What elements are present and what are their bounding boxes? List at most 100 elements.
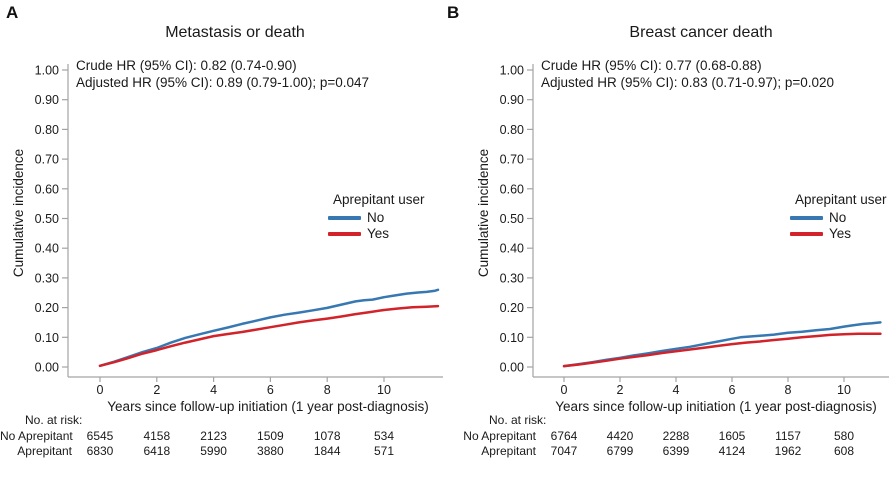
legend: Aprepitant user No Yes [790,192,887,241]
y-tick-label: 0.20 [500,301,524,315]
y-tick-label: 0.50 [500,212,524,226]
x-tick-label: 2 [617,383,624,397]
curve-yes [562,332,882,368]
crude-hr-text: Crude HR (95% CI): 0.77 (0.68-0.88) [541,58,762,73]
risk-count: 1844 [313,444,341,458]
y-tick-label: 0.00 [35,361,59,375]
legend: Aprepitant user No Yes [328,192,425,241]
risk-count: 4158 [143,429,171,443]
legend-line-yes-icon [790,231,823,236]
x-tick-label: 10 [377,383,391,397]
legend-title: Aprepitant user [333,192,425,207]
crude-hr-text: Crude HR (95% CI): 0.82 (0.74-0.90) [76,58,297,73]
x-tick-label: 8 [324,383,331,397]
y-tick-label: 1.00 [500,64,524,78]
y-tick-label: 1.00 [35,64,59,78]
panel-letter: A [6,3,19,22]
panel-title: Metastasis or death [165,24,305,41]
legend-item-no: No [328,210,425,225]
plot-area: 0.00 0.10 0.20 0.30 0.40 0.50 0.60 0.70 0.80 0.90… [35,64,443,397]
legend-label-yes: Yes [367,226,390,241]
risk-count: 6830 [86,444,114,458]
adjusted-hr-text: Adjusted HR (95% CI): 0.83 (0.71-0.97); … [541,74,835,90]
hr-annotation: Crude HR (95% CI): 0.82 (0.74-0.90) Adju… [76,58,369,91]
risk-count: 7047 [550,444,578,458]
x-tick-label: 6 [267,383,274,397]
risk-count: 6399 [662,444,690,458]
risk-row-label-aprepitant: Aprepitant [481,444,536,458]
risk-row-label-no-aprepitant: No Aprepitant [463,429,536,443]
x-tick-label: 6 [729,383,736,397]
legend-item-yes: Yes [328,226,425,241]
x-tick-label: 8 [785,383,792,397]
risk-count: 4420 [606,429,634,443]
y-tick-label: 0.10 [35,331,59,345]
risk-row-label-no-aprepitant: No Aprepitant [0,429,73,443]
x-tick-label: 2 [153,383,160,397]
risk-count: 1509 [257,429,284,443]
panel-a: A Metastasis or death Cumulative inciden… [0,0,445,479]
risk-table-header: No. at risk: [489,413,547,427]
risk-count: 4124 [718,444,746,458]
x-tick-label: 10 [837,383,851,397]
y-tick-label: 0.90 [35,93,59,107]
legend-title: Aprepitant user [795,192,887,207]
risk-count: 1078 [313,429,341,443]
risk-count: 3880 [257,444,284,458]
legend-line-no-icon [790,215,823,220]
risk-count: 6764 [550,429,578,443]
legend-label-no: No [367,210,385,225]
panel-b: B Breast cancer death Cumulative inciden… [446,0,891,479]
y-tick-label: 0.60 [35,182,59,196]
risk-count: 1605 [718,429,746,443]
y-tick-label: 0.20 [35,301,59,315]
y-tick-label: 0.30 [500,271,524,285]
risk-count: 2288 [662,429,690,443]
legend-line-no-icon [328,215,361,220]
risk-count: 534 [373,429,395,443]
y-tick-label: 0.80 [35,123,59,137]
risk-count: 2123 [200,429,227,443]
risk-row-label-aprepitant: Aprepitant [17,444,72,458]
x-axis-label: Years since follow-up initiation (1 year… [107,399,429,414]
x-tick-label: 4 [210,383,217,397]
legend-item-yes: Yes [790,226,887,241]
y-tick-label: 0.80 [500,123,524,137]
x-tick-label: 0 [97,383,104,397]
risk-count: 5990 [200,444,227,458]
x-tick-label: 4 [673,383,680,397]
risk-count: 608 [833,444,855,458]
risk-count: 6799 [606,444,634,458]
risk-count: 6545 [86,429,114,443]
y-tick-label: 0.00 [500,361,524,375]
y-tick-label: 0.40 [500,242,524,256]
y-tick-label: 0.70 [35,153,59,167]
y-tick-label: 0.60 [500,182,524,196]
risk-count: 580 [833,429,855,443]
risk-count: 6418 [143,444,171,458]
x-axis-label: Years since follow-up initiation (1 year… [555,399,877,414]
panel-letter: B [447,3,460,22]
legend-line-yes-icon [328,231,361,236]
plot-area: 0.00 0.10 0.20 0.30 0.40 0.50 0.60 0.70 0.80 0.90… [500,64,889,397]
curve-no [98,288,440,368]
y-tick-label: 0.10 [500,331,524,345]
legend-label-yes: Yes [829,226,852,241]
risk-count: 571 [373,444,395,458]
legend-item-no: No [790,210,887,225]
risk-count: 1157 [775,429,801,443]
y-tick-label: 0.90 [500,93,524,107]
panel-title: Breast cancer death [629,24,773,41]
y-tick-label: 0.70 [500,153,524,167]
risk-table-header: No. at risk: [25,413,83,427]
y-tick-label: 0.40 [35,242,59,256]
legend-label-no: No [829,210,847,225]
x-tick-label: 0 [561,383,568,397]
y-tick-label: 0.50 [35,212,59,226]
adjusted-hr-text: Adjusted HR (95% CI): 0.89 (0.79-1.00); … [76,74,370,90]
risk-count: 1962 [774,444,802,458]
hr-annotation: Crude HR (95% CI): 0.77 (0.68-0.88) Adju… [541,58,834,91]
y-tick-label: 0.30 [35,271,59,285]
curve-yes [98,304,440,368]
